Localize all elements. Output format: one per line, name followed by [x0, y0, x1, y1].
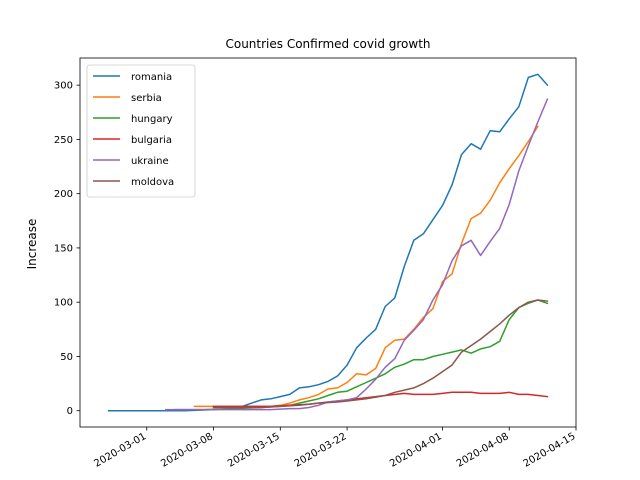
legend-label-moldova: moldova	[131, 177, 174, 188]
plot-frame	[79, 57, 577, 428]
series-line-serbia	[193, 125, 539, 408]
legend-label-bulgaria: bulgaria	[131, 135, 172, 146]
legend-label-romania: romania	[131, 72, 172, 83]
series-line-moldova	[212, 299, 549, 409]
chart-title: Countries Confirmed covid growth	[225, 37, 430, 51]
y-tick-label: 250	[54, 135, 73, 146]
legend-box	[86, 64, 196, 198]
y-tick-label: 50	[60, 352, 73, 363]
y-tick-label: 100	[54, 298, 73, 309]
series-layer	[107, 73, 549, 412]
y-tick-label: 300	[54, 81, 73, 92]
legend-label-ukraine: ukraine	[131, 156, 169, 167]
y-tick-label: 200	[54, 189, 73, 200]
legend: romania serbia hungary bulgaria ukraine moldo…	[86, 64, 196, 198]
legend-label-hungary: hungary	[131, 114, 173, 125]
y-tick-label: 150	[54, 243, 73, 254]
y-tick-label: 0	[67, 406, 73, 417]
series-line-romania	[107, 73, 549, 412]
y-axis-label: Increase	[25, 219, 39, 270]
legend-label-serbia: serbia	[131, 93, 162, 104]
series-line-ukraine	[165, 98, 549, 411]
